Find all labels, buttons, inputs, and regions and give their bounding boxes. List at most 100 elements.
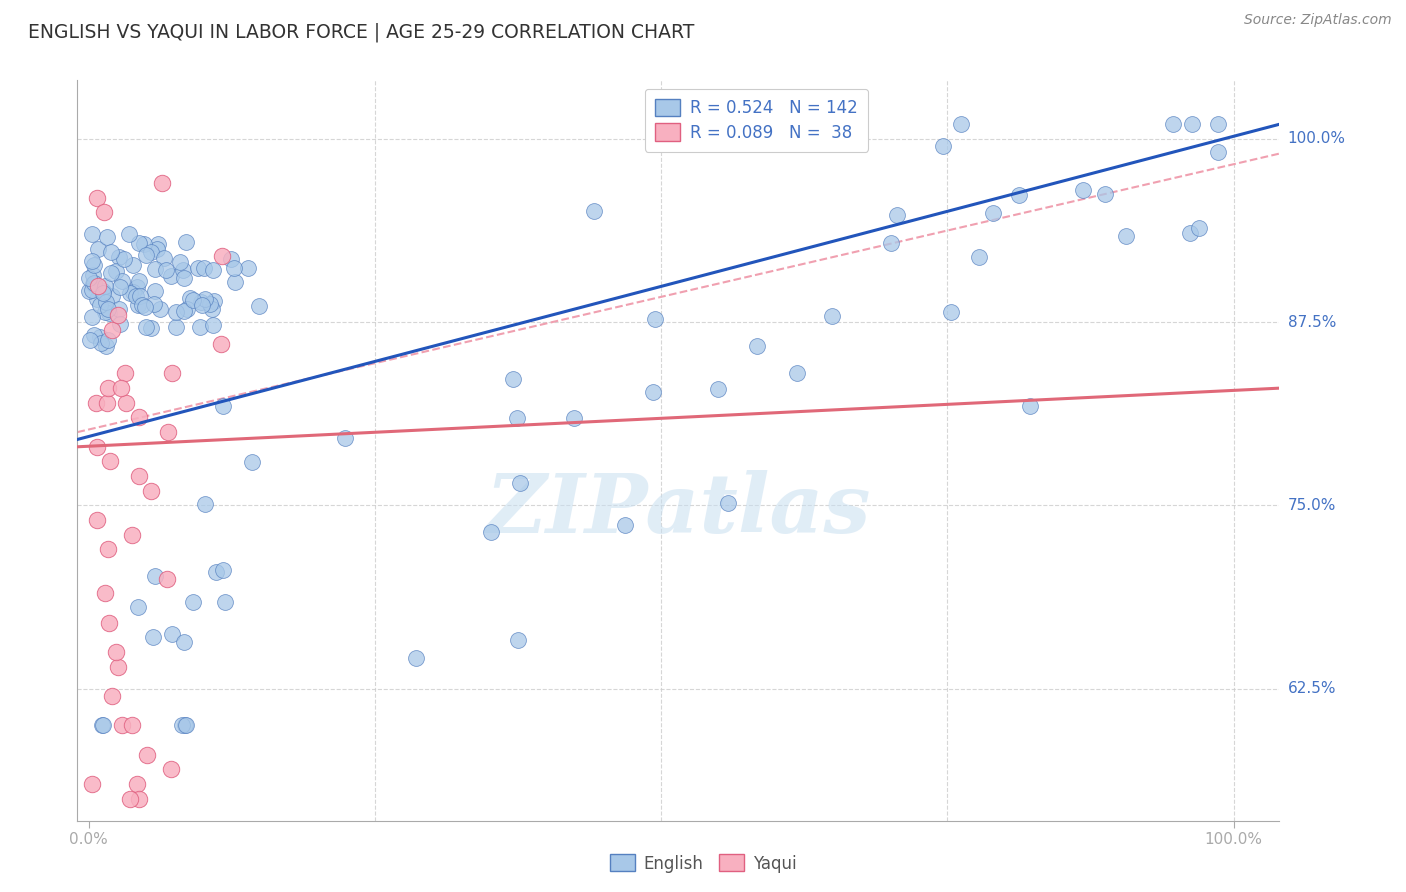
Point xyxy=(82,277,104,292)
Point xyxy=(1071,183,1094,197)
Point xyxy=(200,296,222,310)
Point xyxy=(96,396,118,410)
Point xyxy=(107,308,129,322)
Point xyxy=(174,718,197,732)
Point xyxy=(146,242,169,256)
Point xyxy=(93,586,115,600)
Point xyxy=(107,659,129,673)
Point xyxy=(156,572,179,586)
Point xyxy=(179,291,201,305)
Point xyxy=(100,266,122,280)
Point xyxy=(212,563,235,577)
Point xyxy=(128,791,150,805)
Point xyxy=(209,337,232,351)
Point xyxy=(211,249,233,263)
Point xyxy=(135,247,157,261)
Point xyxy=(128,410,150,425)
Point xyxy=(194,292,217,306)
Point xyxy=(222,260,245,275)
Point xyxy=(121,718,143,732)
Point xyxy=(139,245,162,260)
Point xyxy=(87,278,110,293)
Point xyxy=(112,252,135,267)
Point xyxy=(89,298,111,312)
Point xyxy=(125,777,148,791)
Point xyxy=(94,295,117,310)
Point xyxy=(101,689,124,703)
Point xyxy=(502,371,524,385)
Point xyxy=(84,396,107,410)
Point xyxy=(79,333,101,347)
Point xyxy=(93,279,115,293)
Point xyxy=(91,284,114,298)
Point xyxy=(333,431,356,445)
Point xyxy=(86,190,108,204)
Point xyxy=(821,310,844,324)
Point xyxy=(111,274,134,288)
Point xyxy=(880,235,903,250)
Point xyxy=(1018,399,1040,413)
Point xyxy=(165,320,187,334)
Point xyxy=(160,367,183,381)
Point xyxy=(224,275,246,289)
Point xyxy=(614,517,637,532)
Point xyxy=(238,260,260,275)
Point xyxy=(188,320,211,334)
Point xyxy=(110,381,132,395)
Point xyxy=(1161,117,1184,131)
Point xyxy=(127,280,149,294)
Point xyxy=(886,208,908,222)
Point xyxy=(82,310,104,325)
Point xyxy=(118,286,141,301)
Point xyxy=(135,319,157,334)
Point xyxy=(176,302,198,317)
Point xyxy=(211,399,233,413)
Point xyxy=(583,204,606,219)
Legend: English, Yaqui: English, Yaqui xyxy=(603,847,803,880)
Point xyxy=(93,205,115,219)
Point xyxy=(86,440,108,454)
Point xyxy=(101,322,124,336)
Point xyxy=(90,718,112,732)
Point xyxy=(153,251,176,265)
Point xyxy=(97,301,120,316)
Point xyxy=(134,300,156,314)
Point xyxy=(159,762,181,776)
Point xyxy=(193,260,215,275)
Point xyxy=(170,718,193,732)
Point xyxy=(717,496,740,510)
Point xyxy=(745,339,768,353)
Text: ENGLISH VS YAQUI IN LABOR FORCE | AGE 25-29 CORRELATION CHART: ENGLISH VS YAQUI IN LABOR FORCE | AGE 25… xyxy=(28,22,695,42)
Point xyxy=(149,302,172,317)
Point xyxy=(506,410,529,425)
Point xyxy=(143,569,166,583)
Point xyxy=(83,276,105,290)
Point xyxy=(201,302,224,317)
Point xyxy=(173,271,195,285)
Point xyxy=(160,627,183,641)
Point xyxy=(173,635,195,649)
Point xyxy=(131,298,153,312)
Point xyxy=(1094,186,1116,201)
Point xyxy=(94,305,117,319)
Point xyxy=(139,321,162,335)
Point xyxy=(1115,228,1137,243)
Point xyxy=(122,285,145,300)
Point xyxy=(86,513,108,527)
Point xyxy=(83,258,105,272)
Text: 100.0%: 100.0% xyxy=(1288,131,1346,146)
Point xyxy=(77,270,100,285)
Point xyxy=(87,242,110,256)
Text: 87.5%: 87.5% xyxy=(1288,315,1336,330)
Point xyxy=(174,718,197,732)
Point xyxy=(405,651,427,665)
Point xyxy=(202,318,225,332)
Point xyxy=(641,385,664,400)
Point xyxy=(132,237,155,252)
Point xyxy=(152,176,174,190)
Point xyxy=(190,294,212,309)
Point xyxy=(80,777,103,791)
Point xyxy=(79,285,101,299)
Point xyxy=(142,630,165,644)
Point xyxy=(122,258,145,272)
